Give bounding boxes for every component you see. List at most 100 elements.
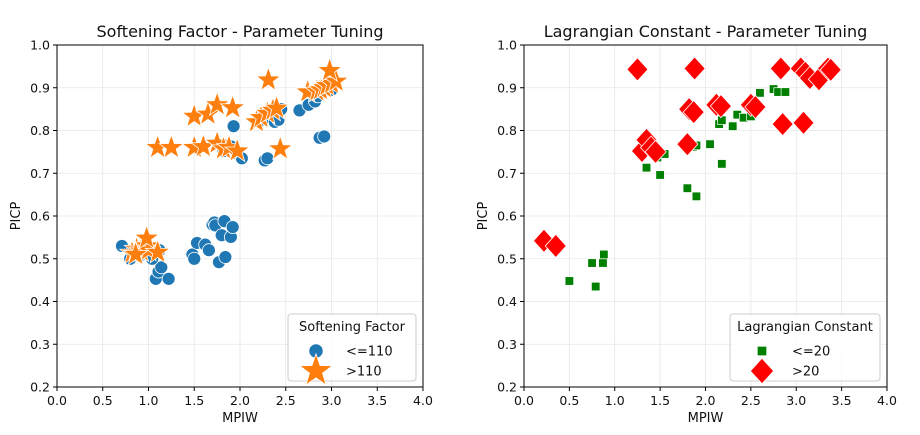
data-point — [769, 56, 792, 81]
x-tick-label: 4.0 — [877, 393, 897, 408]
y-tick-label: 0.7 — [30, 166, 50, 181]
x-tick-label: 0.0 — [514, 393, 534, 408]
data-point — [154, 260, 169, 275]
chart-title: Softening Factor - Parameter Tuning — [97, 22, 384, 41]
data-point — [682, 183, 692, 193]
data-point — [587, 258, 597, 268]
y-tick-label: 0.4 — [497, 294, 517, 309]
data-point — [792, 110, 815, 135]
y-tick-label: 0.6 — [497, 209, 517, 224]
x-axis-label: MPIW — [222, 411, 258, 426]
series-diamond — [532, 56, 842, 259]
x-tick-label: 0.5 — [559, 393, 579, 408]
data-point — [655, 170, 665, 180]
data-point — [317, 129, 332, 144]
x-tick-label: 1.5 — [650, 393, 670, 408]
data-point — [201, 243, 216, 258]
legend-title: Softening Factor — [299, 320, 406, 335]
data-point — [709, 93, 733, 119]
data-point — [223, 137, 251, 163]
data-point — [744, 94, 767, 120]
x-tick-label: 2.5 — [741, 393, 761, 408]
x-tick-label: 2.5 — [276, 393, 296, 408]
y-tick-label: 0.3 — [497, 337, 517, 352]
data-point — [161, 271, 176, 286]
data-point — [728, 121, 738, 131]
y-tick-label: 0.2 — [30, 380, 50, 395]
legend-label: >20 — [792, 365, 819, 380]
y-tick-label: 0.9 — [30, 80, 50, 95]
data-point — [644, 139, 667, 165]
legend-label: <=20 — [792, 345, 830, 360]
data-point — [544, 233, 567, 259]
legend-marker — [749, 357, 775, 385]
data-point — [705, 139, 715, 149]
y-tick-label: 0.2 — [497, 380, 517, 395]
data-point — [564, 276, 574, 286]
data-point — [316, 56, 343, 82]
data-point — [819, 57, 842, 82]
chart-title: Lagrangian Constant - Parameter Tuning — [544, 22, 868, 41]
data-point — [755, 88, 765, 98]
legend: Lagrangian Constant <=20 >20 — [729, 313, 881, 385]
y-axis-label: PICP — [9, 202, 24, 231]
legend-label: >110 — [346, 365, 382, 380]
chart-panel: 0.0 0.5 1.0 1.5 2.0 2.5 3.0 3.5 4.0 0.2 0.3 0.4 0.5 0… — [476, 22, 897, 426]
data-point — [122, 240, 149, 266]
data-point — [676, 132, 699, 157]
y-tick-label: 0.3 — [30, 337, 50, 352]
y-tick-label: 0.8 — [497, 123, 517, 138]
data-point — [133, 224, 160, 250]
x-tick-label: 3.0 — [322, 393, 342, 408]
x-tick-label: 1.5 — [184, 393, 204, 408]
data-point — [780, 87, 790, 97]
data-point — [226, 119, 241, 134]
data-point — [626, 57, 649, 82]
x-tick-label: 4.0 — [413, 393, 433, 408]
y-tick-label: 0.9 — [497, 80, 517, 95]
data-point — [158, 133, 185, 159]
x-tick-label: 0.5 — [93, 393, 113, 408]
data-point — [144, 238, 171, 264]
y-tick-label: 1.0 — [30, 38, 50, 53]
legend-label: <=110 — [346, 345, 393, 360]
x-tick-label: 2.0 — [696, 393, 716, 408]
y-tick-label: 0.6 — [30, 209, 50, 224]
y-tick-label: 0.5 — [497, 251, 517, 266]
chart-panel: 0.0 0.5 1.0 1.5 2.0 2.5 3.0 3.5 4.0 0.2 0.3 0.4 0.5 0… — [9, 22, 433, 426]
y-tick-label: 0.5 — [30, 251, 50, 266]
x-tick-label: 1.0 — [605, 393, 625, 408]
x-tick-label: 3.5 — [832, 393, 852, 408]
data-point — [219, 93, 246, 120]
x-axis-label: MPIW — [688, 411, 724, 426]
legend-marker — [298, 352, 334, 386]
legend-title: Lagrangian Constant — [737, 320, 873, 335]
data-point — [771, 111, 794, 137]
x-tick-label: 3.5 — [367, 393, 387, 408]
data-point — [598, 258, 608, 268]
data-point — [263, 94, 290, 120]
series-star — [118, 56, 350, 266]
data-point — [591, 281, 601, 292]
y-tick-label: 0.8 — [30, 123, 50, 138]
data-point — [691, 191, 702, 201]
y-axis-label: PICP — [476, 202, 491, 231]
data-point — [599, 249, 609, 260]
x-tick-label: 0.0 — [47, 393, 67, 408]
data-point — [682, 99, 705, 125]
x-tick-label: 1.0 — [139, 393, 159, 408]
data-point — [683, 56, 706, 81]
data-point — [641, 163, 652, 173]
x-tick-label: 2.0 — [230, 393, 250, 408]
data-point — [187, 251, 202, 266]
legend-marker — [756, 345, 768, 357]
data-point — [255, 66, 282, 92]
legend: Softening Factor <=110 >110 — [287, 313, 417, 386]
y-tick-label: 1.0 — [497, 38, 517, 53]
data-point — [225, 220, 240, 235]
data-point — [203, 90, 231, 117]
x-tick-label: 3.0 — [786, 393, 806, 408]
data-point — [218, 250, 233, 264]
y-tick-label: 0.7 — [497, 166, 517, 181]
